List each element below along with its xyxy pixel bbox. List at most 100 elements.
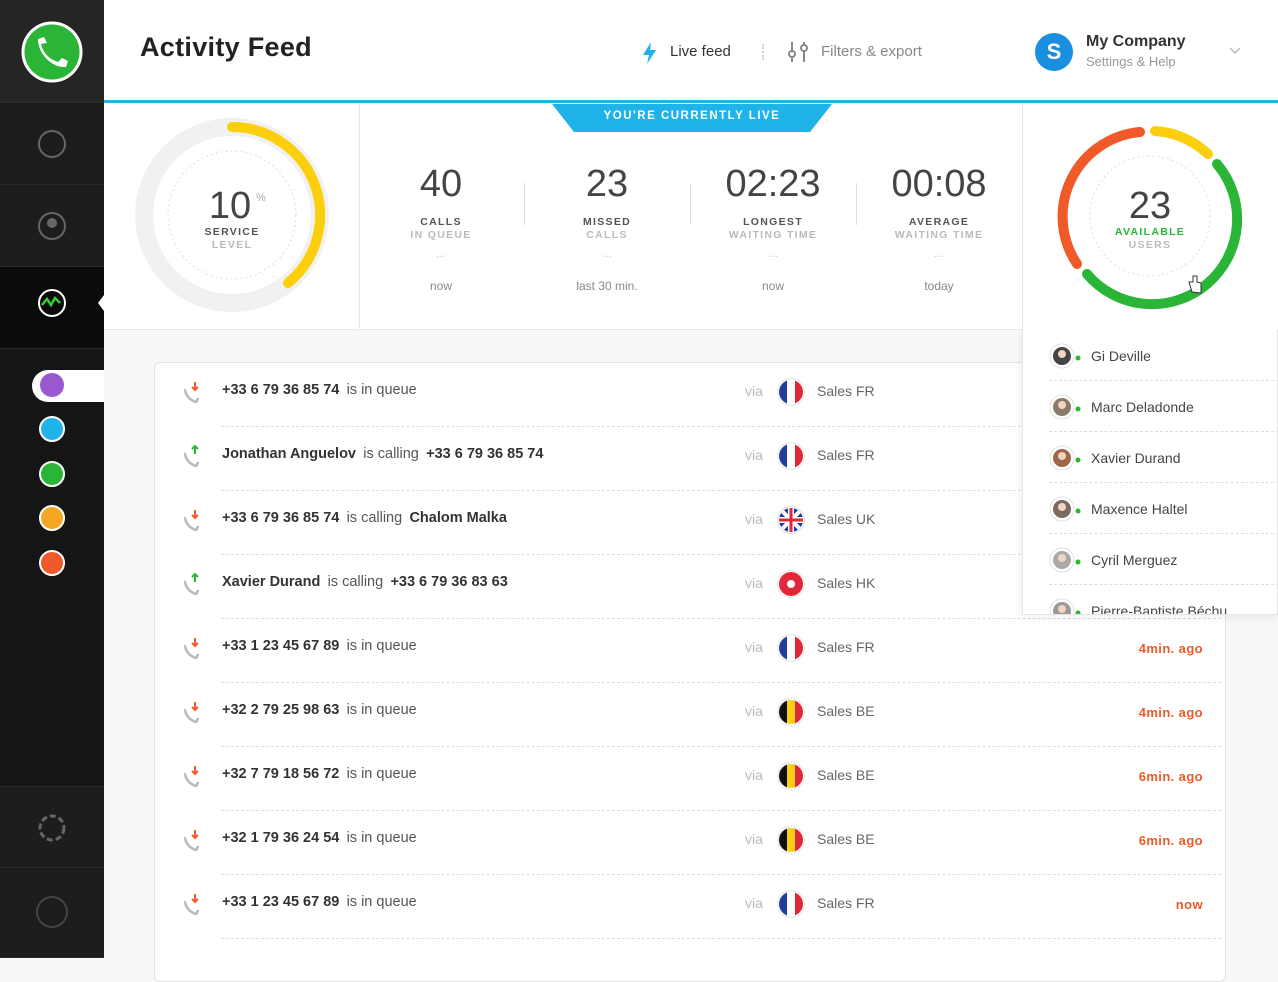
available-gauge: [1022, 104, 1278, 330]
time: now: [1175, 897, 1203, 912]
dropdown-caret[interactable]: [1229, 46, 1241, 56]
time: 4min. ago: [1138, 641, 1203, 656]
stat-period: now: [761, 279, 784, 293]
available-sub: USERS: [1128, 239, 1172, 251]
company-avatar[interactable]: S: [1035, 33, 1073, 71]
flag: [777, 762, 805, 794]
stat-period: today: [924, 279, 954, 293]
stat-dots: ...: [435, 246, 446, 260]
line-name: Sales FR: [817, 383, 875, 399]
bolt-icon: [643, 42, 656, 64]
user-item: Cyril Merguez: [1049, 534, 1277, 585]
row-divider: [221, 746, 1221, 747]
line-name: Sales HK: [817, 575, 876, 591]
stat-sub: WAITING TIME: [728, 229, 818, 241]
company-sub[interactable]: Settings & Help: [1086, 54, 1176, 69]
feed-text: +32 7 79 18 56 72 is in queue: [222, 766, 417, 782]
flag: [777, 378, 805, 410]
divider: [856, 183, 857, 225]
direction-icon: [180, 636, 204, 666]
via-label: via: [745, 383, 763, 399]
stat-dots: ...: [933, 246, 944, 260]
feed-row: +33 6 79 36 85 74 is in queue via Sales FR: [155, 363, 1227, 427]
user-avatar: [1049, 496, 1085, 527]
filter-icon: [788, 42, 808, 62]
action: is in queue: [346, 382, 417, 398]
divider: [690, 183, 691, 225]
stat-period: last 30 min.: [576, 279, 638, 293]
action: is in queue: [346, 638, 417, 654]
action: is calling: [327, 574, 384, 590]
user-avatar: [1049, 343, 1085, 374]
user-item: Pierre-Baptiste Béchu: [1049, 585, 1277, 615]
feed-text: +33 6 79 36 85 74 is in queue: [222, 382, 417, 398]
row-divider: [221, 874, 1221, 875]
via-label: via: [745, 767, 763, 783]
line-name: Sales BE: [817, 767, 875, 783]
feed-row: +32 1 79 36 24 54 is in queue via Sales BE…: [155, 811, 1227, 875]
row-divider: [221, 938, 1221, 939]
action: is calling: [346, 510, 403, 526]
nav-calls[interactable]: [0, 103, 104, 185]
line-name: Sales BE: [817, 703, 875, 719]
via-label: via: [745, 575, 763, 591]
action: is in queue: [346, 702, 417, 718]
nav-live-feed[interactable]: Live feed: [670, 43, 731, 60]
stat-value: 23: [585, 163, 629, 205]
feed-row: +33 1 23 45 67 89 is in queue via Sales FR…: [155, 619, 1227, 683]
available-value: 23: [1128, 185, 1172, 227]
flag: [777, 570, 805, 602]
action: is calling: [363, 446, 419, 462]
line-name: Sales FR: [817, 639, 875, 655]
feed-row: Xavier Durand is calling +33 6 79 36 83 …: [155, 555, 1227, 619]
divider: [524, 183, 525, 225]
action: is in queue: [346, 766, 417, 782]
caller: +33 1 23 45 67 89: [222, 894, 340, 910]
nav-filters[interactable]: Filters & export: [821, 43, 922, 60]
callee: +33 6 79 36 83 63: [390, 574, 508, 590]
header: [104, 0, 1278, 103]
direction-icon: [180, 572, 204, 602]
users-dropdown: Gi Deville Marc Deladonde Xavier Durand Max…: [1022, 330, 1278, 615]
user-avatar: [1049, 445, 1085, 476]
user-avatar: [1049, 598, 1085, 614]
company-name[interactable]: My Company: [1086, 33, 1186, 50]
stat-period: now: [429, 279, 452, 293]
feed-row: Jonathan Anguelov is calling +33 6 79 36…: [155, 427, 1227, 491]
action: is in queue: [346, 894, 417, 910]
available-label: AVAILABLE: [1114, 226, 1186, 238]
feed-text: +32 1 79 36 24 54 is in queue: [222, 830, 417, 846]
via-label: via: [745, 639, 763, 655]
call-button[interactable]: [0, 0, 104, 103]
time: 6min. ago: [1138, 769, 1203, 784]
time: 6min. ago: [1138, 833, 1203, 848]
nav-contacts[interactable]: [0, 185, 104, 267]
nav-phone[interactable]: [0, 868, 104, 958]
user-item: Marc Deladonde: [1049, 381, 1277, 432]
flag: [777, 890, 805, 922]
row-divider: [221, 810, 1221, 811]
feed-text: +33 6 79 36 85 74 is calling Chalom Malk…: [222, 510, 507, 526]
direction-icon: [180, 764, 204, 794]
via-label: via: [745, 703, 763, 719]
page-title: Activity Feed: [140, 32, 312, 62]
sub-nav[interactable]: [0, 366, 104, 586]
user-name: Pierre-Baptiste Béchu: [1091, 603, 1228, 615]
nav-settings[interactable]: [0, 786, 104, 868]
stat-label: LONGEST: [743, 216, 803, 228]
nav-activity[interactable]: [0, 267, 104, 349]
user-name: Gi Deville: [1091, 348, 1151, 364]
via-label: via: [745, 447, 763, 463]
flag: [777, 634, 805, 666]
row-divider: [221, 426, 1221, 427]
user-name: Xavier Durand: [1091, 450, 1181, 466]
feed-row: +33 1 23 45 67 89 is in queue via Sales FR…: [155, 875, 1227, 939]
feed-text: +33 1 23 45 67 89 is in queue: [222, 638, 417, 654]
live-banner-bg: [552, 104, 832, 132]
action: is in queue: [346, 830, 417, 846]
live-banner: YOU'RE CURRENTLY LIVE: [603, 110, 781, 122]
user-avatar: [1049, 394, 1085, 425]
caller: +33 6 79 36 85 74: [222, 382, 340, 398]
feed-row: +32 7 79 18 56 72 is in queue via Sales BE…: [155, 747, 1227, 811]
row-divider: [221, 554, 1221, 555]
